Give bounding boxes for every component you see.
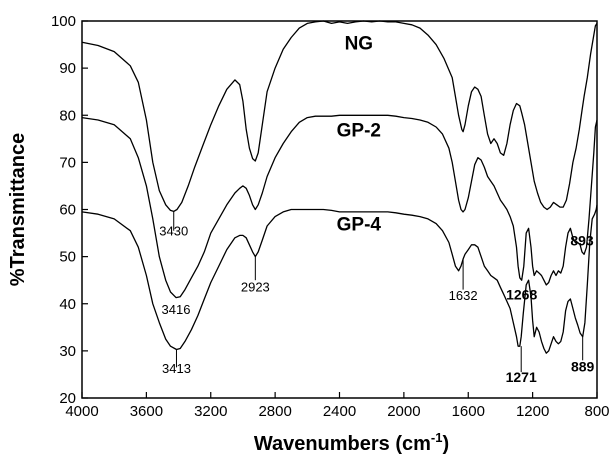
series-labels: NG GP-2 GP-4 [337, 33, 382, 235]
y-tick-label: 90 [59, 60, 76, 77]
y-axis-title: %Transmittance [7, 133, 29, 286]
series-name-label: GP-2 [337, 120, 381, 141]
x-axis-title-close: ) [442, 433, 449, 455]
series-line-gp-2 [81, 114, 598, 299]
x-tick-label: 2000 [387, 403, 420, 420]
y-tick-label: 40 [59, 296, 76, 313]
series-curves [81, 20, 598, 354]
series-line-ng [81, 20, 598, 213]
peak-label: 3413 [162, 361, 191, 376]
peak-label: 3416 [162, 302, 191, 317]
y-axis: 20 30 40 50 60 70 80 90 100 [51, 13, 88, 407]
x-axis-title: Wavenumbers (cm-1) [254, 430, 449, 455]
peak-label: 1632 [449, 288, 478, 303]
y-tick-label: 30 [59, 343, 76, 360]
plot-frame [81, 20, 598, 399]
x-tick-label: 800 [584, 403, 609, 420]
series-name-label: NG [345, 33, 374, 54]
x-axis-title-superscript: -1 [431, 430, 443, 445]
y-tick-label: 100 [51, 13, 76, 30]
series-line-gp-4 [81, 204, 598, 354]
peak-label: 1271 [506, 369, 537, 385]
x-axis-title-text: Wavenumbers (cm [254, 433, 431, 455]
y-tick-label: 20 [59, 390, 76, 407]
y-tick-label: 50 [59, 249, 76, 266]
x-axis: 4000 3600 3200 2800 2400 2000 1600 1200 800 [65, 392, 610, 420]
y-tick-label: 80 [59, 107, 76, 124]
peak-label: 2923 [241, 279, 270, 294]
peak-label: 893 [570, 232, 594, 248]
peak-annotations: 3430 3416 2923 3413 1632 1268 1271 893 889 [159, 211, 595, 385]
x-tick-label: 1600 [452, 403, 485, 420]
y-tick-label: 60 [59, 202, 76, 219]
peak-label: 889 [571, 359, 595, 375]
x-tick-label: 2400 [323, 403, 356, 420]
x-tick-label: 2800 [258, 403, 291, 420]
peak-label: 3430 [159, 223, 188, 238]
x-tick-label: 3200 [194, 403, 227, 420]
series-name-label: GP-4 [337, 215, 382, 236]
x-tick-label: 4000 [65, 403, 98, 420]
x-tick-label: 3600 [130, 403, 163, 420]
peak-label: 1268 [506, 287, 537, 303]
y-tick-label: 70 [59, 154, 76, 171]
x-tick-label: 1200 [516, 403, 549, 420]
